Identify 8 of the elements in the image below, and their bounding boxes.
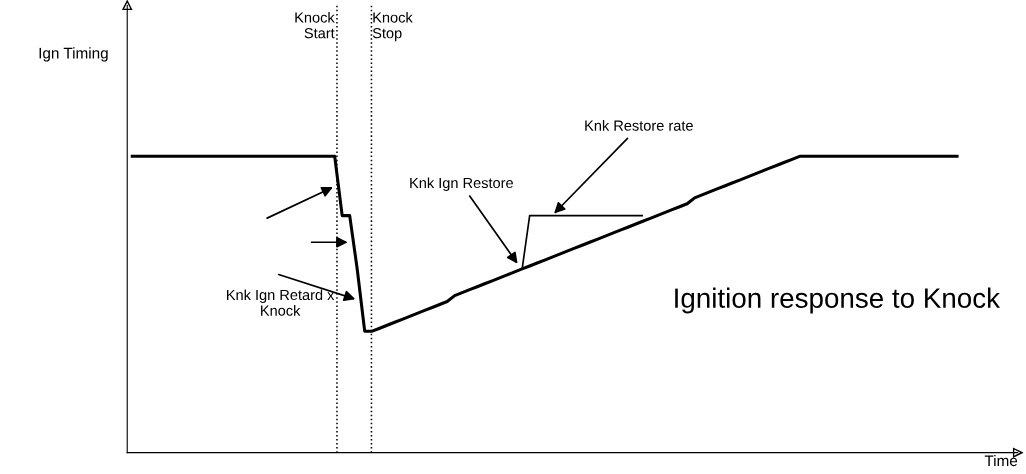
text: Knk Restore rate: [585, 120, 693, 131]
text: Ign Timing: [39, 47, 108, 62]
text: Ignition response to Knock: [675, 287, 1001, 314]
annotation: Knk Ign Retard x Knock: [227, 289, 335, 316]
x-axis-title: Time: [984, 454, 1018, 467]
text: Knock Stop: [372, 11, 413, 42]
text: Knock Start: [295, 11, 335, 39]
annotation: Knk Ign Restore: [410, 177, 513, 191]
